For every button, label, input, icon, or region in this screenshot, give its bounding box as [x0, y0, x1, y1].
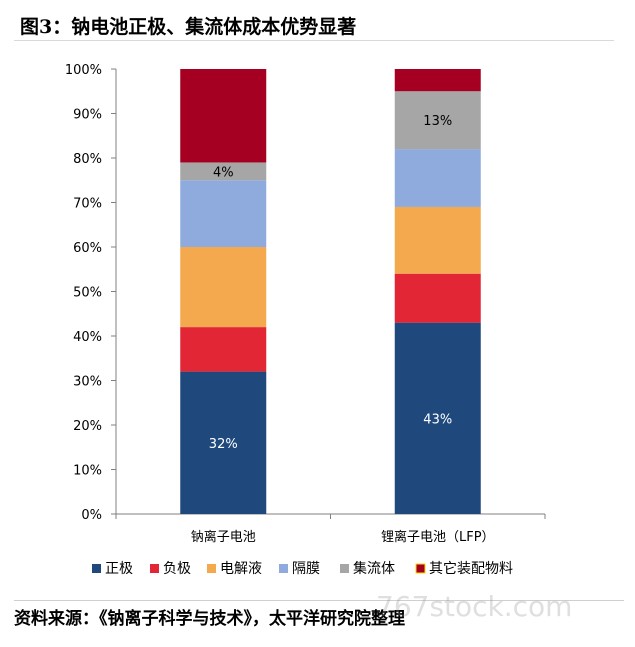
- bar-segment: [394, 206, 481, 274]
- y-tick-label: 100%: [65, 63, 102, 78]
- bar-segment: [180, 69, 267, 163]
- x-tick-label: 钠离子电池: [191, 529, 256, 545]
- x-tick-label: 锂离子电池（LFP）: [381, 529, 495, 545]
- chart-title: 图3：钠电池正极、集流体成本优势显著: [20, 16, 357, 38]
- y-tick-label: 20%: [73, 419, 102, 434]
- legend-swatch: [340, 564, 349, 573]
- y-tick-label: 50%: [73, 286, 102, 301]
- bar-segment: [394, 273, 481, 323]
- title-divider: [14, 40, 614, 41]
- legend-label: 电解液: [220, 561, 262, 577]
- legend-label: 集流体: [353, 560, 395, 577]
- bar-segment: [180, 371, 267, 514]
- data-label: 4%: [213, 165, 234, 180]
- y-tick-label: 70%: [73, 197, 102, 212]
- legend-swatch: [207, 564, 216, 573]
- bar-segment: [180, 327, 267, 372]
- y-tick-label: 80%: [73, 152, 102, 167]
- y-tick-label: 90%: [73, 108, 102, 123]
- y-tick-label: 40%: [73, 330, 102, 345]
- legend-label: 正极: [105, 561, 133, 577]
- bar-segment: [180, 247, 267, 328]
- data-label: 13%: [423, 114, 452, 129]
- y-tick-label: 60%: [73, 241, 102, 256]
- legend-swatch: [150, 564, 159, 573]
- bar-segment: [394, 322, 481, 514]
- legend-swatch: [415, 563, 426, 574]
- y-tick-label: 10%: [73, 464, 102, 479]
- stacked-bar-chart: 0% 10% 20% 30% 40% 50% 60% 70% 80% 90% 100% 32% 4% 钠离…: [65, 63, 546, 577]
- bar-segment: [180, 162, 267, 181]
- legend-swatch: [92, 564, 101, 573]
- bar-segment: [394, 91, 481, 150]
- source-divider: [14, 600, 624, 601]
- data-label: 43%: [423, 412, 452, 427]
- source-note: 资料来源：《钠离子科学与技术》，太平洋研究院整理: [14, 609, 405, 629]
- y-tick-label: 0%: [81, 508, 102, 523]
- data-label: 32%: [209, 437, 238, 452]
- bar-segment: [394, 69, 481, 92]
- bar-segment: [180, 180, 267, 247]
- legend-label: 隔膜: [292, 561, 320, 577]
- bar-segment: [394, 149, 481, 207]
- watermark: 767stock.com: [376, 590, 573, 623]
- legend-label: 其它装配物料: [429, 560, 513, 577]
- y-tick-label: 30%: [73, 375, 102, 390]
- legend-label: 负极: [163, 561, 191, 577]
- legend-swatch: [279, 564, 288, 573]
